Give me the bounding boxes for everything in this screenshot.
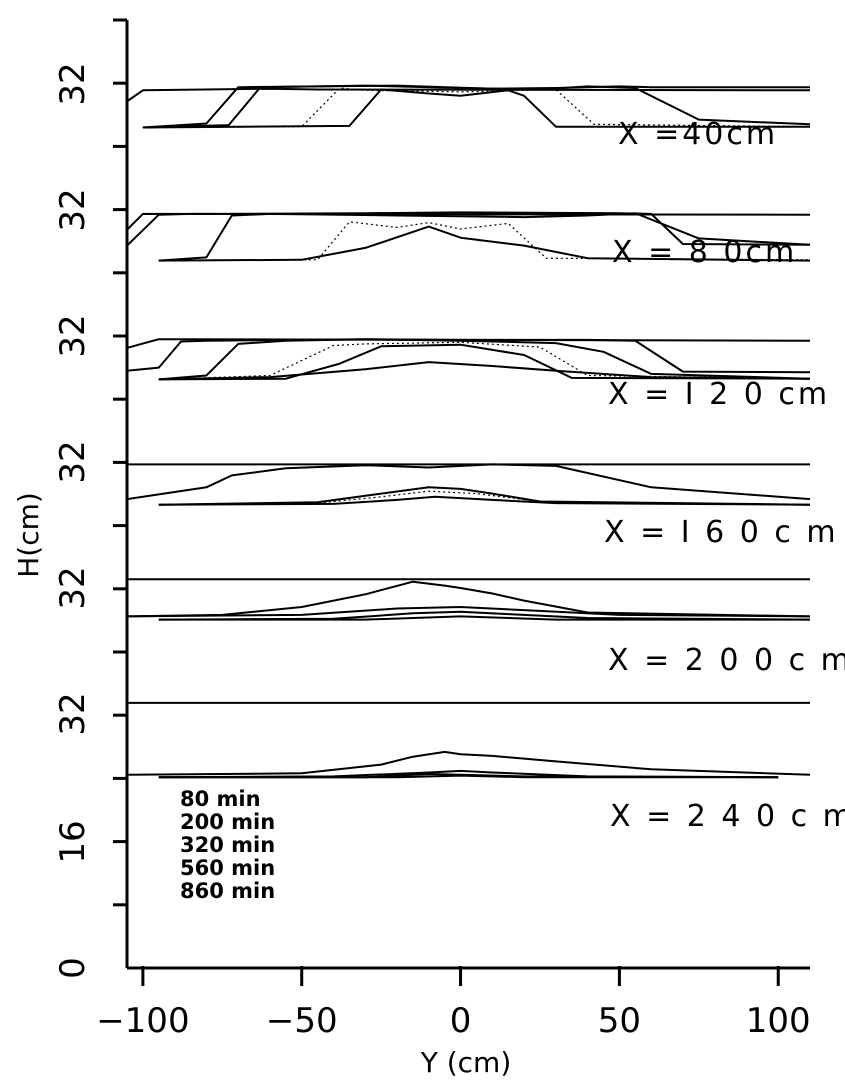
series-line [158,341,811,380]
panel-label: X = 2 4 0 c m [610,799,845,834]
series-line [126,463,811,501]
series-line [126,211,811,247]
series-line [142,87,811,129]
x-tick-label: 50 [598,1001,641,1041]
series-line [158,615,810,621]
series-line [158,225,811,262]
series-line [126,338,811,374]
y-tick-label: 32 [53,440,93,483]
series-line [126,580,811,618]
series-line [158,774,779,779]
y-tick-label: 32 [53,566,93,609]
legend-item: 200 min [180,810,275,834]
x-tick-label: −50 [266,1001,338,1041]
panel-label: X = 2 0 0 c m [608,643,845,678]
label-group: −100 −50 0 50 100 0 16 32 X =40cm 32 X = 8 0cm 32 X … [53,62,845,1041]
series-line [126,212,811,231]
legend-item: 320 min [180,833,275,857]
y-tick-label: 0 [53,957,93,979]
series-line [158,361,811,381]
axes [113,18,810,986]
y-tick-label: 32 [53,62,93,105]
series-group [126,84,811,779]
panel-label: X =40cm [618,117,778,152]
legend-item: 80 min [180,787,261,811]
y-tick-label: 32 [53,188,93,231]
series-line [142,84,811,129]
panel-label: X = I 2 0 cm [608,377,830,412]
y-tick-label: 32 [53,314,93,357]
series-line [158,495,811,506]
x-tick-label: −100 [96,1001,189,1041]
panel-label: X = I 6 0 c m [604,515,839,550]
y-axis-title: H(cm) [12,492,45,578]
series-line [158,338,811,381]
x-axis-title: Y (cm) [420,1046,512,1079]
legend-item: 560 min [180,856,275,880]
series-line [158,212,811,262]
x-tick-label: 0 [450,1001,472,1041]
series-line [158,486,811,506]
y-tick-label: 32 [53,692,93,735]
series-line [158,490,811,506]
x-tick-label: 100 [746,1001,811,1041]
legend-item: 860 min [180,879,275,903]
series-line [158,343,811,381]
series-line [158,221,811,262]
series-line [126,606,811,618]
series-line [126,87,811,103]
series-line [142,88,810,129]
y-tick-label: 16 [53,820,93,863]
panel-label: X = 8 0cm [612,235,797,270]
series-line [126,750,811,776]
